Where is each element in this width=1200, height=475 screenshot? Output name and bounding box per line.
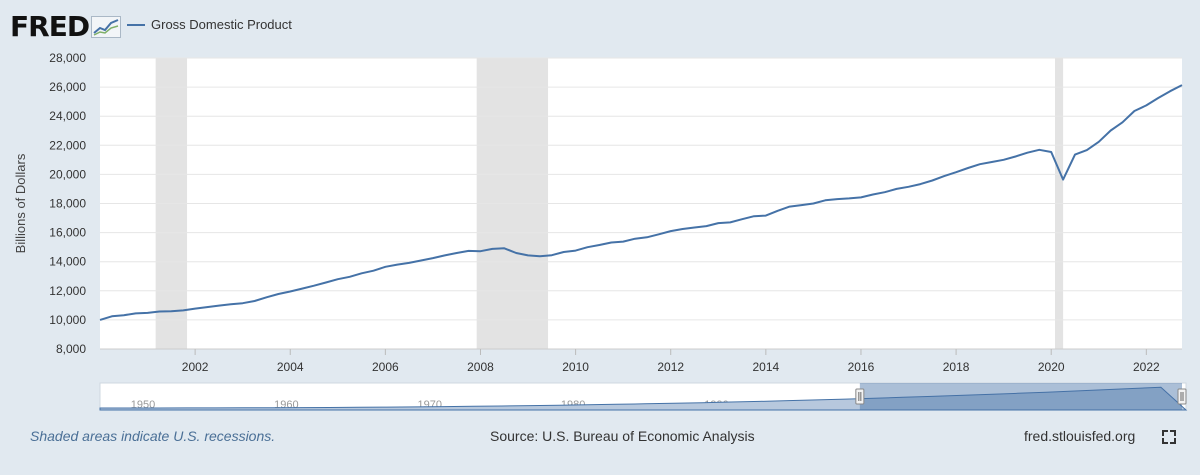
x-tick-label: 2002	[182, 360, 209, 374]
fred-logo[interactable]: FRED	[10, 10, 122, 43]
x-tick-label: 2014	[752, 360, 779, 374]
navigator-series	[99, 386, 1188, 411]
site-link[interactable]: fred.stlouisfed.org	[1024, 428, 1136, 444]
x-tick-label: 2018	[943, 360, 970, 374]
x-tick-label: 2010	[562, 360, 589, 374]
series-line	[99, 84, 1183, 321]
y-tick-label: 14,000	[49, 255, 86, 269]
recession-note: Shaded areas indicate U.S. recessions.	[30, 428, 276, 444]
x-tick-label: 2022	[1133, 360, 1160, 374]
fullscreen-icon[interactable]	[1162, 430, 1176, 444]
x-tick-label: 2006	[372, 360, 399, 374]
x-tick-label: 2016	[848, 360, 875, 374]
y-axis-label: Billions of Dollars	[13, 153, 28, 253]
y-tick-label: 22,000	[49, 138, 86, 152]
x-tick-label: 2012	[657, 360, 684, 374]
navigator-handle-right[interactable]	[1177, 388, 1187, 405]
y-tick-label: 24,000	[49, 109, 86, 123]
y-tick-label: 12,000	[49, 284, 86, 298]
legend-swatch	[127, 23, 145, 26]
x-tick-label: 2020	[1038, 360, 1065, 374]
logo-text: FRED	[10, 10, 90, 43]
y-tick-label: 10,000	[49, 313, 86, 327]
navigator-selection	[859, 383, 1182, 410]
y-tick-label: 26,000	[49, 80, 86, 94]
graph-icon	[91, 16, 122, 38]
navigator-handle-left[interactable]	[855, 388, 865, 405]
legend-label: Gross Domestic Product	[151, 17, 292, 32]
source-text[interactable]: Source: U.S. Bureau of Economic Analysis	[490, 428, 755, 444]
x-tick-label: 2004	[277, 360, 304, 374]
y-tick-label: 18,000	[49, 197, 86, 211]
gdp-chart[interactable]: 8,000 10,000 12,000 14,000 16,000 18,000 20,00…	[0, 0, 1200, 420]
y-tick-label: 20,000	[49, 167, 86, 181]
chart-legend[interactable]: Gross Domestic Product	[127, 17, 292, 32]
y-tick-label: 28,000	[49, 51, 86, 65]
y-tick-label: 8,000	[56, 342, 86, 356]
x-tick-label: 2008	[467, 360, 494, 374]
y-tick-label: 16,000	[49, 226, 86, 240]
